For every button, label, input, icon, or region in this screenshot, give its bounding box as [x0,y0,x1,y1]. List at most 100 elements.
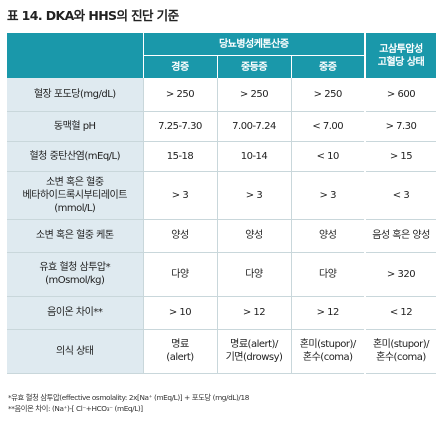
header-hhs: 고삼투압성 고혈당 상태 [364,33,436,78]
row-label-line: 유효 혈청 삼투압* [39,262,111,273]
cell-line: 기면(drowsy) [225,352,283,363]
footnote: **음이온 차이: (Na⁺)-[ Cl⁻+HCO₃⁻ (mEq/L)] [8,403,143,413]
cell-line: 다양 [245,268,263,280]
table-cell: > 3 [142,171,217,220]
table-cell: < 7.00 [290,111,365,142]
row-label-line: 혈장 포도당(mg/dL) [33,88,116,100]
table-cell: > 10 [142,296,217,330]
cell-line: 7.00-7.24 [232,120,276,132]
table-cell: > 3 [216,171,291,220]
row-label: 음이온 차이** [7,296,143,330]
row-label-line: 음이온 차이** [47,307,103,318]
table-cell: > 250 [216,78,291,112]
table-cell: > 3 [290,171,365,220]
table-cell: 10-14 [216,141,291,172]
row-label: 혈청 중탄산염(mEq/L) [7,141,143,172]
row-label: 동맥혈 pH [7,111,143,142]
table-cell: 명료 (alert) [142,329,217,374]
table-row: 음이온 차이** > 10 > 12 > 12 < 12 [7,296,436,330]
header-moderate: 중등증 [217,55,292,78]
table-cell: > 250 [142,78,217,112]
row-label-line: 베타하이드록시부티레이트 [22,189,128,201]
header-blank [7,33,144,78]
cell-line: > 250 [313,88,343,100]
table-cell: > 12 [290,296,365,330]
table-cell: 7.00-7.24 [216,111,291,142]
cell-line: 혼미(stupor)/ [372,339,430,350]
cell-line: < 10 [316,150,340,162]
row-label: 소변 혹은 혈중 베타하이드록시부티레이트 (mmol/L) [7,171,143,220]
cell-line: > 250 [165,88,195,100]
table-cell: 명료(alert)/ 기면(drowsy) [216,329,291,374]
table-row: 혈장 포도당(mg/dL) > 250 > 250 > 250 > 600 [7,78,436,112]
cell-line: 다양 [171,268,189,280]
cell-line: (alert) [166,352,194,363]
table-cell: 15-18 [142,141,217,172]
row-label-line: 소변 혹은 혈중 케톤 [35,230,114,241]
cell-line: > 7.30 [385,120,417,132]
cell-line: 양성 [245,230,263,241]
table-cell: 양성 [290,219,365,253]
cell-line: 양성 [319,230,337,241]
table-row: 소변 혹은 혈중 베타하이드록시부티레이트 (mmol/L) > 3 > 3 > 3 < 3 [7,171,436,220]
table-cell: 다양 [216,252,291,297]
table-cell: 다양 [142,252,217,297]
header-severe: 중증 [291,55,365,78]
cell-line: 혼미(stupor)/ [299,339,357,350]
table-cell: 혼미(stupor)/ 혼수(coma) [364,329,436,374]
table-cell: < 12 [364,296,436,330]
cell-line: > 3 [319,189,337,201]
row-label-line: 동맥혈 pH [53,120,96,132]
cell-line: < 12 [389,307,413,318]
cell-line: 음성 혹은 양성 [372,230,430,241]
footnotes: *유효 혈청 삼투압(effective osmolality: 2x[Na⁺ … [8,393,249,414]
row-label-line: 의식 상태 [56,345,94,357]
cell-line: 명료(alert)/ [230,339,278,350]
cell-line: > 15 [389,150,413,162]
row-label: 소변 혹은 혈중 케톤 [7,219,143,253]
table-cell: 혼미(stupor)/ 혼수(coma) [290,329,365,374]
table-cell: > 15 [364,141,436,172]
row-label-line: 혈청 중탄산염(mEq/L) [29,150,121,162]
cell-line: > 250 [239,88,269,100]
cell-line: > 12 [242,307,266,318]
header-hhs-line: 고삼투압성 [379,43,423,55]
cell-line: 혼수(coma) [376,352,426,363]
cell-line: > 3 [245,189,263,201]
table-cell: 다양 [290,252,365,297]
cell-line: 15-18 [166,150,194,162]
row-label-line: 소변 혹은 혈중 [45,176,104,188]
table-cell: 음성 혹은 양성 [364,219,436,253]
cell-line: 10-14 [240,150,268,162]
cell-line: < 7.00 [312,120,344,132]
footnote: *유효 혈청 삼투압(effective osmolality: 2x[Na⁺ … [8,393,249,402]
table-cell: 양성 [216,219,291,253]
table-cell: > 7.30 [364,111,436,142]
table-row: 동맥혈 pH 7.25-7.30 7.00-7.24 < 7.00 > 7.30 [7,111,436,142]
table-cell: < 3 [364,171,436,220]
cell-line: 양성 [171,230,189,241]
row-label: 의식 상태 [7,329,143,374]
table-row: 유효 혈청 삼투압* (mOsmol/kg) 다양 다양 다양 > 320 [7,252,436,297]
table-cell: > 12 [216,296,291,330]
table-cell: < 10 [290,141,365,172]
table-row: 소변 혹은 혈중 케톤 양성 양성 양성 음성 혹은 양성 [7,219,436,253]
cell-line: > 600 [386,88,416,100]
cell-line: 7.25-7.30 [158,120,202,132]
criteria-table: 당뇨병성케톤산증 고삼투압성 고혈당 상태 경증 중등증 중증 혈장 포도당(m… [7,33,436,374]
table-row: 의식 상태 명료 (alert) 명료(alert)/ 기면(drowsy) 혼미(stu… [7,329,436,374]
cell-line: 명료 [171,339,189,350]
table-title: 표 14. DKA와 HHS의 진단 기준 [7,8,179,23]
cell-line: 혼수(coma) [302,352,353,363]
header-dka-group: 당뇨병성케톤산증 [143,33,365,56]
table-cell: 7.25-7.30 [142,111,217,142]
cell-line: > 12 [316,307,340,318]
header-hhs-line: 고혈당 상태 [377,56,425,68]
cell-line: > 320 [386,268,416,280]
cell-line: > 10 [168,307,192,318]
table-row: 혈청 중탄산염(mEq/L) 15-18 10-14 < 10 > 15 [7,141,436,172]
cell-line: > 3 [171,189,189,201]
header-mild: 경증 [143,55,218,78]
row-label-line: (mOsmol/kg) [45,275,105,286]
